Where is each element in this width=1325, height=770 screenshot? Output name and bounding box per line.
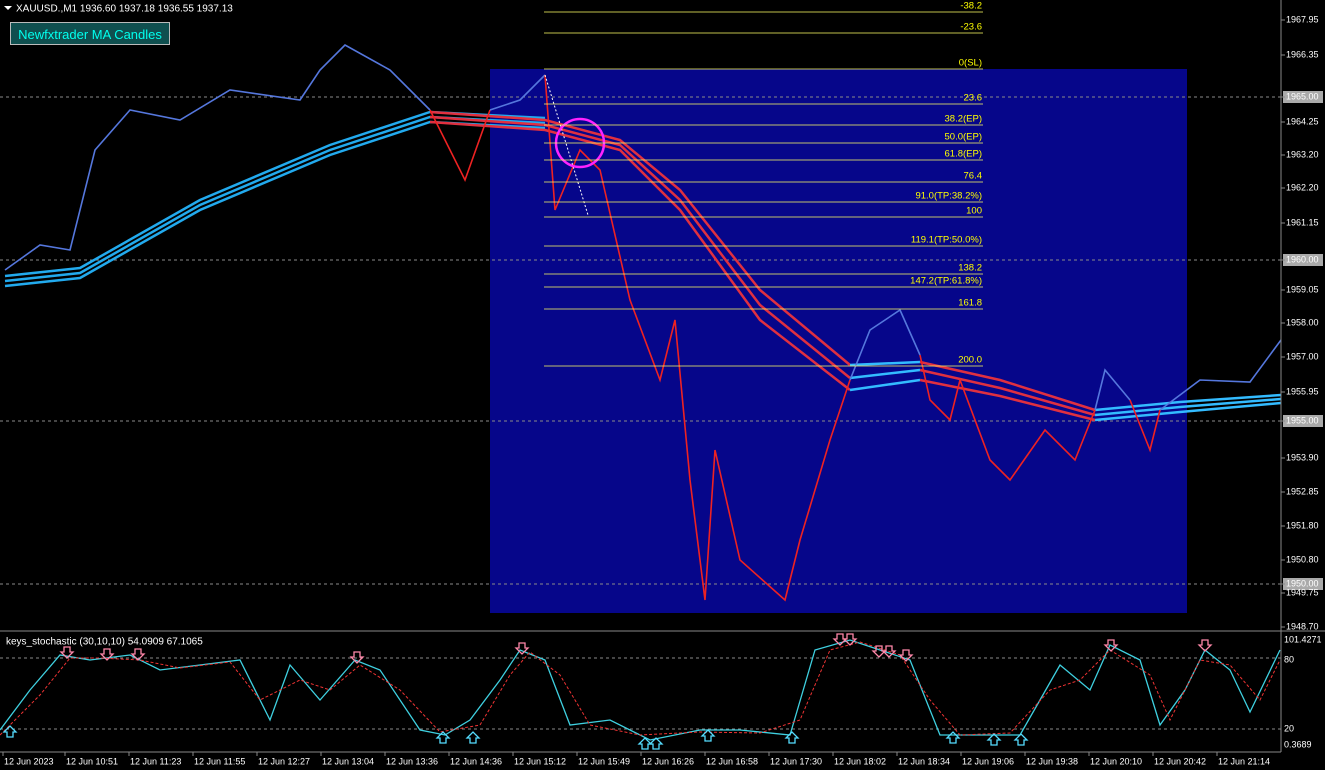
stochastic-main [0,639,1281,741]
price-highlight [1283,91,1323,103]
fib-label: 161.8 [958,298,982,309]
fib-label: 138.2 [958,263,982,274]
menu-arrow[interactable] [4,6,12,10]
price-label: 1953.90 [1286,452,1319,462]
time-label: 12 Jun 10:51 [66,756,118,766]
fib-label: 0(SL) [959,58,982,69]
price-highlight [1283,415,1323,427]
price-highlight [1283,578,1323,590]
time-label: 12 Jun 11:55 [194,756,245,766]
fib-label: 61.8(EP) [945,149,983,160]
fib-label: 38.2(EP) [945,114,983,125]
fib-label: 119.1(TP:50.0%) [911,235,982,246]
fib-label: 100 [966,206,982,217]
price-label: 1961.15 [1286,217,1319,227]
price-label: 1962.20 [1286,182,1319,192]
price-label: 1963.20 [1286,149,1319,159]
signal-arrows [2,633,1213,750]
time-label: 12 Jun 2023 [4,756,54,766]
time-label: 12 Jun 21:14 [1218,756,1270,766]
price-label: 1958.00 [1286,317,1319,327]
time-label: 12 Jun 15:49 [578,756,630,766]
price-label: 1960.00 [1286,254,1319,264]
price-label: 1952.85 [1286,486,1319,496]
fib-label: 147.2(TP:61.8%) [910,276,982,287]
price-label: 1964.25 [1286,116,1319,126]
indicator-axis-label: 0.3689 [1284,739,1312,749]
price-label: 1959.05 [1286,284,1319,294]
indicator-label: keys_stochastic (30,10,10) 54.0909 67.10… [6,637,203,648]
sl-line [544,74,589,216]
fib-label: -23.6 [960,22,982,33]
time-label: 12 Jun 19:38 [1026,756,1078,766]
price-label: 1967.95 [1286,14,1319,24]
fib-label: 50.0(EP) [945,132,983,143]
time-label: 12 Jun 17:30 [770,756,822,766]
price-candles [4,44,1282,602]
time-label: 12 Jun 15:12 [514,756,566,766]
indicator-axis-label: 101.4271 [1284,634,1322,644]
time-label: 12 Jun 16:58 [706,756,758,766]
fib-label: 23.6 [964,93,983,104]
time-label: 12 Jun 18:34 [898,756,950,766]
symbol-info: XAUUSD.,M1 1936.60 1937.18 1936.55 1937.… [16,4,233,15]
fib-label: 91.0(TP:38.2%) [915,191,982,202]
time-label: 12 Jun 16:26 [642,756,694,766]
fib-label: 76.4 [964,171,983,182]
time-label: 12 Jun 11:23 [130,756,181,766]
price-label: 1955.95 [1286,386,1319,396]
time-label: 12 Jun 18:02 [834,756,886,766]
indicator-axis-label: 20 [1284,723,1294,733]
price-label: 1951.80 [1286,520,1319,530]
fib-label: -38.2 [960,1,982,12]
time-label: 12 Jun 13:04 [322,756,374,766]
time-label: 12 Jun 13:36 [386,756,438,766]
ma-bands [4,110,1282,422]
price-label: 1965.00 [1286,91,1319,101]
indicator-button[interactable]: Newfxtrader MA Candles [10,22,170,45]
price-label: 1949.75 [1286,587,1319,597]
time-label: 12 Jun 12:27 [258,756,310,766]
price-label: 1966.35 [1286,49,1319,59]
price-label: 1957.00 [1286,351,1319,361]
fib-zone [490,69,1187,613]
time-label: 12 Jun 19:06 [962,756,1014,766]
price-label: 1955.00 [1286,415,1319,425]
time-label: 12 Jun 20:42 [1154,756,1206,766]
price-label: 1950.80 [1286,554,1319,564]
indicator-axis-label: 80 [1284,654,1294,664]
price-label: 1948.70 [1286,621,1319,631]
time-label: 12 Jun 14:36 [450,756,502,766]
price-highlight [1283,254,1323,266]
price-label: 1950.00 [1286,578,1319,588]
fib-label: 200.0 [958,355,982,366]
time-label: 12 Jun 20:10 [1090,756,1142,766]
